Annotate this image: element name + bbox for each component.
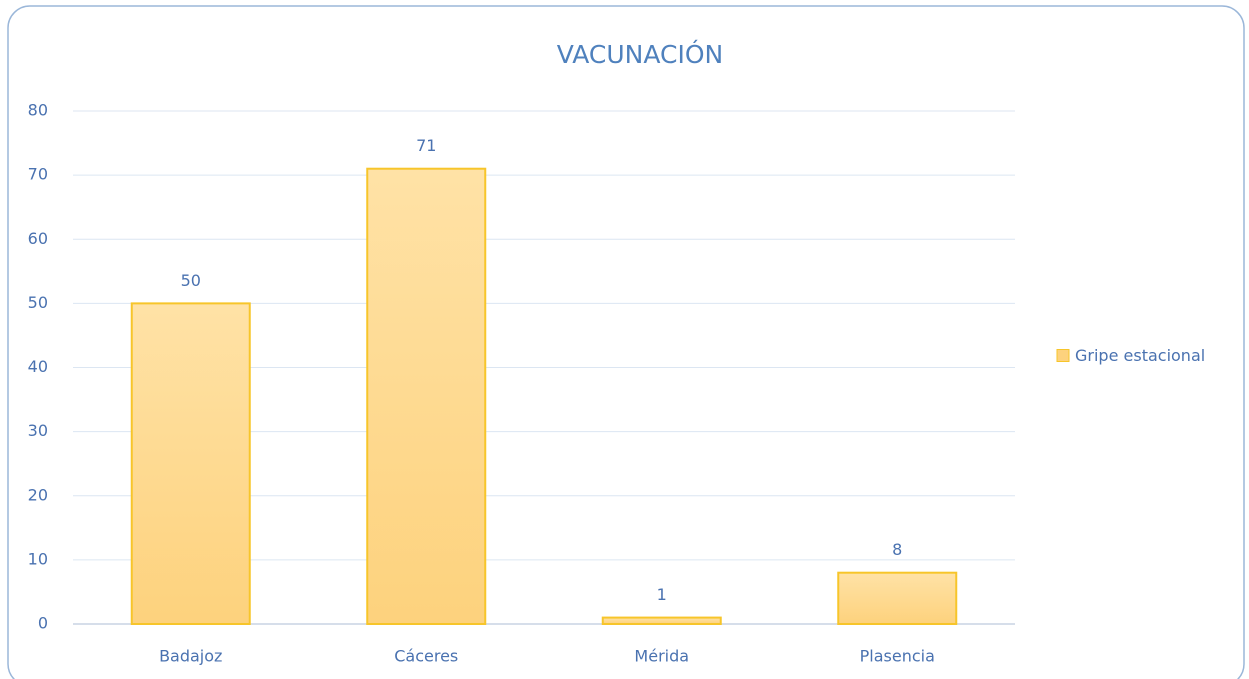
y-tick-label: 70 — [28, 165, 48, 184]
y-tick-label: 40 — [28, 357, 48, 376]
y-tick-label: 10 — [28, 549, 48, 568]
data-label: 71 — [416, 136, 436, 155]
legend-swatch — [1056, 349, 1070, 362]
y-tick-label: 60 — [28, 229, 48, 248]
x-tick-label: Badajoz — [159, 647, 222, 666]
bar — [837, 571, 958, 626]
chart-title: VACUNACIÓN — [557, 39, 724, 69]
bar — [366, 167, 487, 625]
bar — [601, 616, 722, 626]
bar — [130, 302, 251, 625]
y-tick-label: 80 — [28, 101, 48, 120]
y-tick-label: 20 — [28, 485, 48, 504]
chart-frame — [7, 5, 1245, 679]
data-label: 8 — [892, 540, 902, 559]
x-tick-label: Mérida — [634, 647, 689, 666]
x-tick-label: Cáceres — [394, 647, 458, 666]
data-label: 1 — [657, 585, 667, 604]
y-tick-label: 0 — [38, 614, 48, 633]
data-label: 50 — [181, 271, 201, 290]
x-tick-label: Plasencia — [860, 647, 935, 666]
y-tick-label: 50 — [28, 293, 48, 312]
legend-label: Gripe estacional — [1075, 346, 1205, 365]
y-tick-label: 30 — [28, 421, 48, 440]
